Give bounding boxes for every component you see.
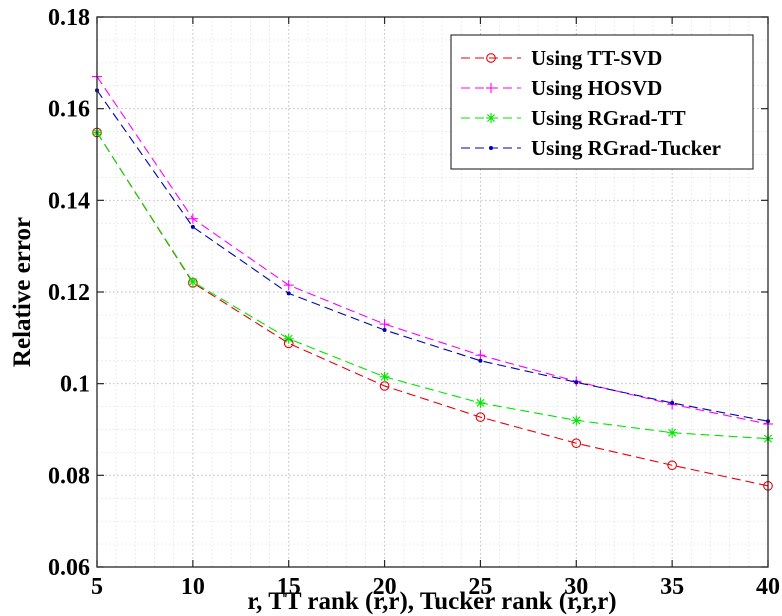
x-tick-label: 20: [373, 574, 397, 600]
legend-item: Using TT-SVD: [461, 46, 662, 70]
y-tick-label: 0.16: [48, 97, 90, 123]
x-tick-label: 25: [468, 574, 492, 600]
y-tick-label: 0.12: [48, 280, 90, 306]
data-point: [571, 415, 582, 426]
data-point: [379, 319, 390, 330]
ticks: 5 10 15 20 25 30 35 40 0.06 0.08 0.1 0.12 0.14 0.16 0.…: [48, 5, 780, 600]
series-line: [96, 132, 769, 487]
series-line: [96, 90, 769, 422]
legend-marker: [486, 83, 496, 93]
legend: Using TT-SVD Using HOSVD Using RGrad-TT Usi…: [450, 34, 754, 170]
data-point: [667, 460, 677, 471]
y-tick-label: 0.1: [60, 372, 90, 398]
data-point: [478, 358, 483, 363]
legend-marker: [486, 53, 496, 63]
x-tick-label: 40: [756, 574, 780, 600]
series-3: [92, 127, 773, 444]
data-point: [187, 213, 198, 224]
x-tick-label: 5: [91, 574, 103, 600]
series-line: [96, 132, 769, 440]
data-point: [670, 400, 675, 405]
legend-item: Using RGrad-Tucker: [461, 136, 721, 160]
legend-label: Using RGrad-TT: [531, 106, 686, 130]
legend-marker: [486, 113, 496, 123]
x-tick-label: 35: [660, 574, 684, 600]
x-tick-label: 15: [277, 574, 301, 600]
x-tick-label: 30: [564, 574, 588, 600]
x-tick-label: 10: [181, 574, 205, 600]
data-point: [379, 371, 390, 382]
legend-label: Using HOSVD: [531, 76, 662, 100]
legend-item: Using HOSVD: [461, 76, 662, 100]
legend-marker: [489, 146, 493, 150]
data-point: [475, 397, 486, 408]
data-point: [190, 224, 195, 229]
legend-box: [450, 34, 754, 170]
data-point: [574, 380, 579, 385]
data-point: [475, 350, 486, 361]
data-point: [382, 328, 387, 333]
data-point: [283, 280, 294, 291]
data-point: [286, 291, 291, 296]
data-point: [667, 427, 678, 438]
legend-label: Using RGrad-Tucker: [531, 136, 721, 160]
data-point: [571, 438, 582, 449]
x-axis-title: r, TT rank (r,r), Tucker rank (r,r,r): [247, 588, 616, 615]
data-point: [475, 412, 486, 422]
series-line: [96, 76, 769, 425]
data-point: [283, 333, 294, 344]
y-tick-label: 0.06: [48, 555, 90, 581]
y-tick-label: 0.14: [48, 188, 90, 214]
y-axis-title: Relative error: [9, 217, 36, 367]
legend-label: Using TT-SVD: [531, 46, 662, 70]
data-point: [187, 276, 198, 287]
y-tick-label: 0.18: [48, 5, 90, 31]
y-tick-label: 0.08: [48, 463, 90, 489]
series-group: [92, 71, 773, 491]
legend-item: Using RGrad-TT: [461, 106, 686, 130]
